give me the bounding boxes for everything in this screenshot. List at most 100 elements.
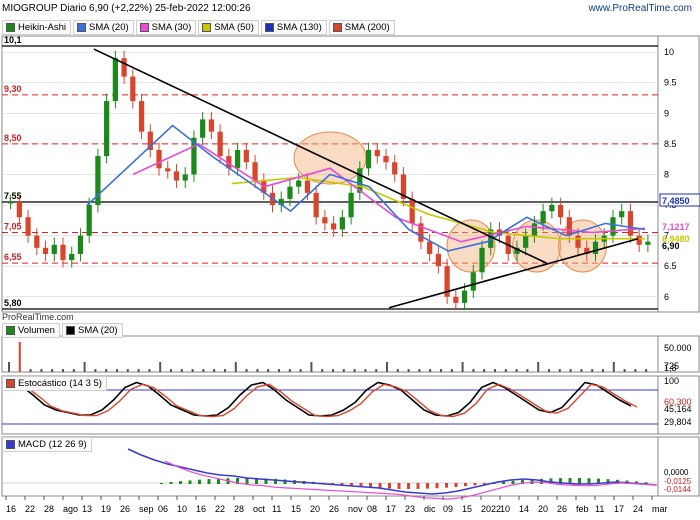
- legend-item[interactable]: SMA (50): [198, 20, 259, 35]
- macd-axis-label: -0,0125: [664, 477, 692, 486]
- y-tick-label: 9: [664, 108, 669, 118]
- volume-axis-label: 50.000: [664, 343, 692, 353]
- candle: [95, 156, 101, 206]
- candle: [400, 174, 407, 199]
- candle: [531, 223, 538, 236]
- volume-bar: [224, 369, 226, 372]
- volume-bar: [558, 369, 561, 372]
- legend-label: SMA (30): [151, 22, 192, 33]
- candle: [610, 217, 616, 236]
- site-url[interactable]: www.ProRealTime.com: [588, 3, 692, 14]
- legend-item[interactable]: Heikin-Ashi: [2, 20, 72, 35]
- macd-histogram-bar: [340, 483, 344, 486]
- legend-item[interactable]: SMA (20): [73, 20, 134, 35]
- candle: [60, 244, 66, 261]
- macd-histogram-bar: [559, 478, 562, 484]
- legend-label: Heikin-Ashi: [18, 22, 67, 33]
- volume-bar: [450, 369, 453, 372]
- volume-bar: [8, 362, 10, 372]
- x-tick-label: 26: [120, 504, 130, 514]
- macd-histogram-bar: [635, 481, 638, 484]
- macd-histogram-bar: [169, 482, 173, 484]
- candle: [348, 192, 354, 218]
- candle: [322, 217, 328, 224]
- volume-axis-label: 1,8: [664, 363, 677, 373]
- candle: [51, 244, 57, 254]
- macd-histogram-bar: [255, 478, 258, 484]
- volume-bar: [483, 369, 486, 372]
- candle: [636, 235, 642, 245]
- x-tick-label: 15: [291, 504, 301, 514]
- volume-axis-label: 725: [664, 361, 679, 371]
- volume-bar: [94, 369, 97, 372]
- x-tick-label: 11: [595, 504, 604, 514]
- candle: [470, 272, 476, 291]
- legend-item[interactable]: Estocástico (14 3 5): [2, 376, 107, 391]
- volume-bar: [634, 369, 637, 372]
- x-tick-label: 13: [82, 504, 92, 514]
- candle: [313, 192, 319, 218]
- y-tick-label: 7: [664, 231, 669, 241]
- candle: [252, 162, 258, 181]
- macd-histogram-bar: [454, 483, 458, 488]
- volume-bar: [159, 362, 162, 372]
- candle: [42, 247, 49, 254]
- volume-bar: [461, 362, 464, 372]
- candle: [278, 198, 284, 206]
- volume-bar: [180, 369, 183, 372]
- legend-item[interactable]: SMA (20): [61, 323, 123, 338]
- legend-item[interactable]: MACD (12 26 9): [2, 437, 92, 452]
- candle: [392, 162, 398, 175]
- volume-bar: [504, 369, 507, 372]
- candle: [208, 119, 215, 132]
- volume-bar: [418, 369, 421, 372]
- price-tag: 6,90: [662, 241, 680, 251]
- candle: [365, 149, 372, 169]
- volume-bar: [353, 369, 356, 372]
- volume-bar: [591, 369, 594, 372]
- price-level-label: 8,50: [4, 133, 22, 143]
- x-tick-label: dic: [424, 504, 436, 514]
- volume-bar: [429, 369, 432, 372]
- candle: [191, 137, 197, 175]
- x-tick-label: 20: [310, 504, 320, 514]
- price-tag-box: [659, 193, 700, 207]
- sma30-line: [132, 142, 645, 243]
- volume-bar: [515, 369, 518, 372]
- y-tick-label: 10: [664, 47, 674, 57]
- candle: [357, 168, 363, 193]
- legend-label: SMA (20): [77, 325, 118, 336]
- macd-histogram-bar: [568, 478, 572, 484]
- candle: [287, 186, 293, 199]
- x-tick-label: 10: [500, 504, 510, 514]
- legend-item[interactable]: SMA (30): [135, 20, 197, 35]
- volume-bar: [62, 369, 64, 372]
- volume-bar: [321, 369, 324, 372]
- y-tick-label: 6: [664, 292, 669, 302]
- macd-histogram-bar: [426, 483, 429, 489]
- candle: [234, 149, 241, 169]
- legend-item[interactable]: SMA (200): [328, 20, 395, 35]
- pane-frame: [1, 35, 700, 313]
- highlight-circle: [293, 131, 367, 185]
- volume-bar: [170, 369, 172, 372]
- candle: [523, 235, 529, 248]
- macd-histogram-bar: [236, 478, 239, 484]
- volume-bar: [602, 369, 604, 372]
- price-level-label: 10,1: [4, 35, 22, 45]
- macd-histogram-bar: [350, 483, 353, 487]
- legend-item[interactable]: SMA (130): [260, 20, 327, 35]
- legend-item[interactable]: Volumen: [2, 323, 60, 338]
- macd-histogram-bar: [245, 478, 249, 484]
- candle: [331, 223, 337, 230]
- legend-swatch: [6, 326, 15, 335]
- x-tick-label: 26: [557, 504, 567, 514]
- x-tick-label: sep: [139, 504, 154, 514]
- volume-bar: [72, 369, 75, 372]
- x-tick-label: 16: [196, 504, 206, 514]
- candle: [112, 58, 118, 102]
- price-level-label: 6,55: [4, 252, 22, 262]
- x-tick-label: 17: [386, 504, 396, 514]
- macd-histogram-bar: [264, 478, 268, 484]
